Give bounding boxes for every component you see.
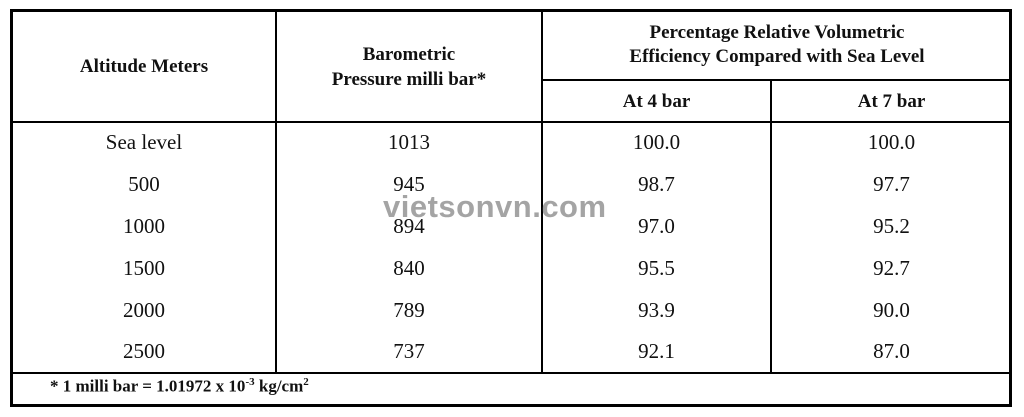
header-bottom-line bbox=[11, 121, 1011, 123]
cell-at-7-bar: 90.0 bbox=[873, 298, 910, 322]
footnote-unit: kg/cm bbox=[254, 376, 304, 396]
header-pressure-line2: Pressure milli bar* bbox=[331, 69, 487, 90]
header-at-4-bar: At 4 bar bbox=[622, 91, 691, 112]
cell-pressure: 945 bbox=[393, 172, 425, 196]
cell-at-7-bar: 87.0 bbox=[873, 339, 910, 363]
header-subdivider bbox=[543, 79, 1011, 81]
cell-altitude: 2000 bbox=[123, 298, 165, 322]
header-efficiency-line1: Percentage Relative Volumetric bbox=[649, 22, 905, 43]
cell-pressure: 789 bbox=[393, 298, 425, 322]
cell-at-4-bar: 97.0 bbox=[638, 214, 675, 238]
table-frame bbox=[10, 9, 1012, 407]
cell-at-4-bar: 100.0 bbox=[632, 130, 681, 154]
footnote-prefix: * 1 milli bar = 1.01972 x 10 bbox=[50, 376, 246, 396]
footnote: * 1 milli bar = 1.01972 x 10-3 kg/cm2 bbox=[50, 376, 309, 397]
watermark: vietsonvn.com bbox=[383, 189, 607, 224]
header-efficiency-line2: Efficiency Compared with Sea Level bbox=[629, 46, 925, 67]
column-divider-2 bbox=[541, 11, 543, 373]
cell-pressure: 737 bbox=[393, 339, 425, 363]
cell-pressure: 1013 bbox=[388, 130, 430, 154]
footnote-exponent: -3 bbox=[245, 376, 255, 388]
cell-altitude: 1500 bbox=[123, 256, 165, 280]
cell-at-4-bar: 95.5 bbox=[638, 256, 675, 280]
header-at-7-bar: At 7 bar bbox=[857, 91, 926, 112]
cell-altitude: 1000 bbox=[123, 214, 165, 238]
header-pressure-line1: Barometric bbox=[362, 44, 456, 65]
cell-pressure: 840 bbox=[393, 256, 425, 280]
cell-at-7-bar: 95.2 bbox=[873, 214, 910, 238]
cell-at-7-bar: 100.0 bbox=[867, 130, 916, 154]
footnote-divider bbox=[11, 372, 1011, 374]
cell-at-7-bar: 92.7 bbox=[873, 256, 910, 280]
cell-altitude: 2500 bbox=[123, 339, 165, 363]
cell-at-4-bar: 98.7 bbox=[638, 172, 675, 196]
cell-at-7-bar: 97.7 bbox=[873, 172, 910, 196]
cell-pressure: 894 bbox=[393, 214, 425, 238]
column-divider-1 bbox=[275, 11, 277, 373]
cell-at-4-bar: 92.1 bbox=[638, 339, 675, 363]
cell-at-4-bar: 93.9 bbox=[638, 298, 675, 322]
column-divider-3 bbox=[770, 80, 772, 373]
cell-altitude: Sea level bbox=[105, 130, 183, 154]
footnote-unit-exponent: 2 bbox=[303, 376, 309, 388]
header-altitude: Altitude Meters bbox=[79, 56, 209, 77]
cell-altitude: 500 bbox=[128, 172, 160, 196]
